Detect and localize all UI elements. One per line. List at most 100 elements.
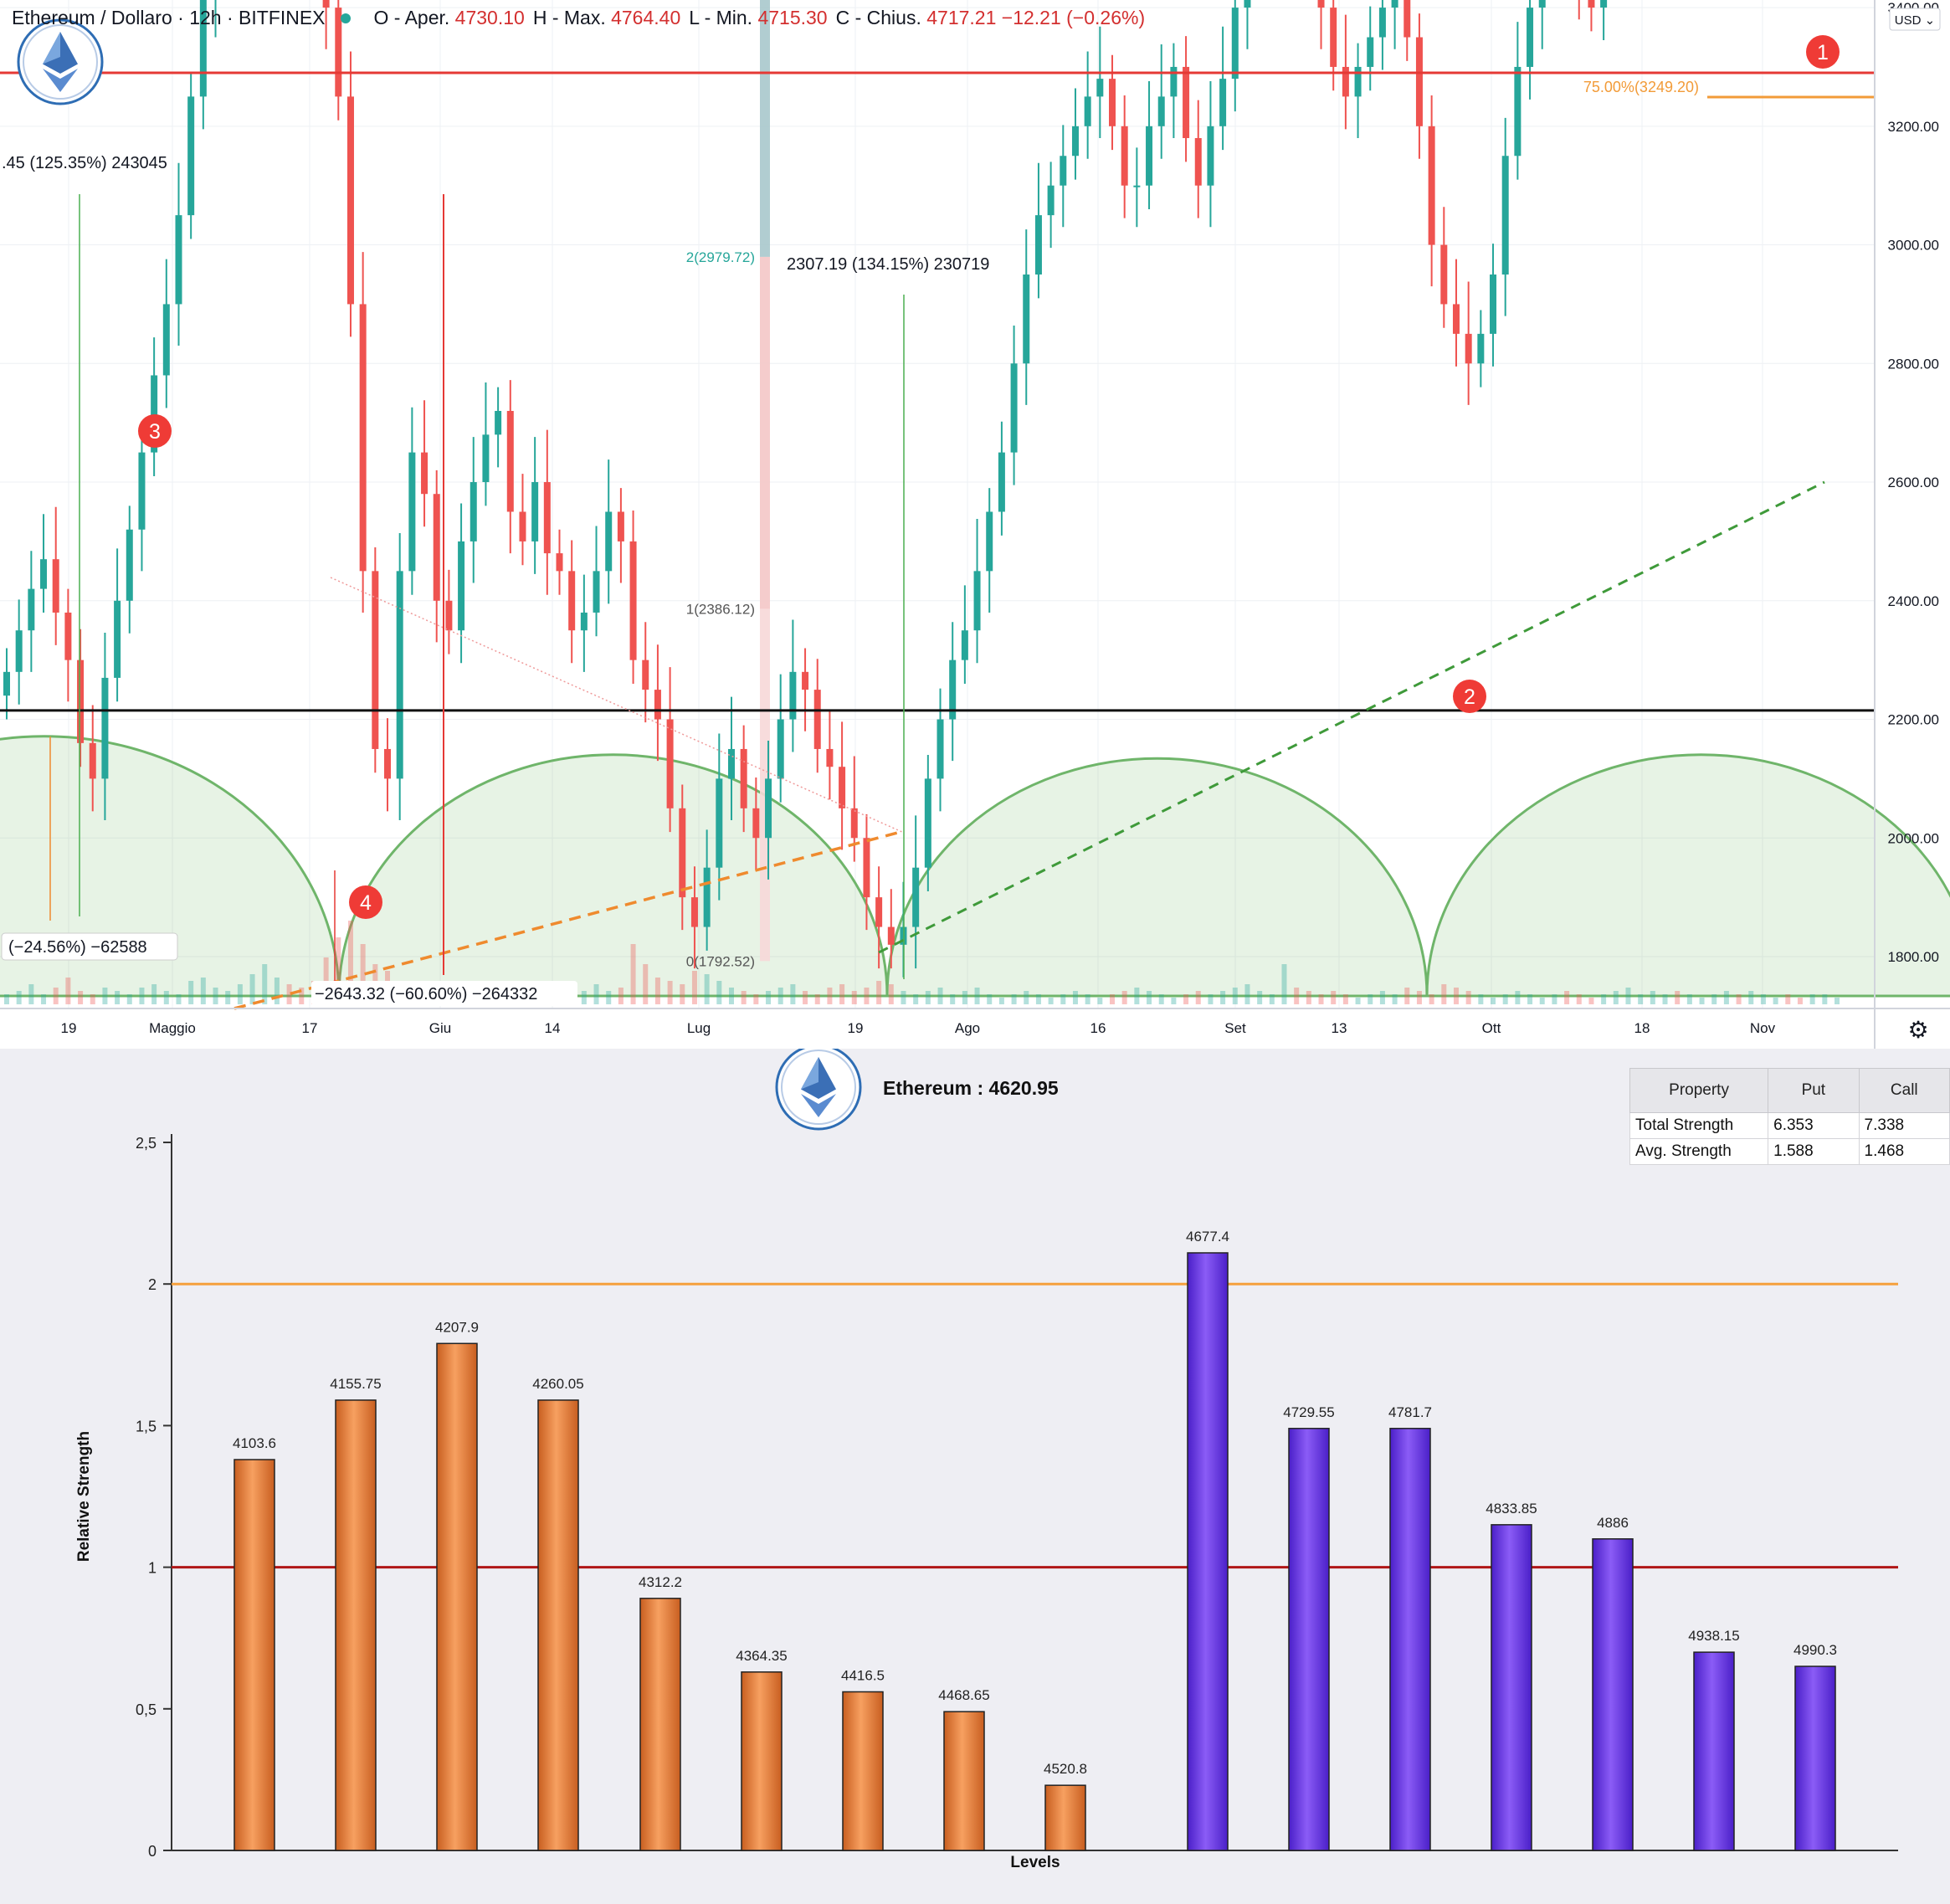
y-tick-label: 2,5 xyxy=(136,1135,157,1152)
cycle-arc xyxy=(1425,753,1950,998)
candle-body xyxy=(458,541,465,631)
y-axis-label: Relative Strength xyxy=(75,1431,93,1562)
volume-bar xyxy=(704,974,710,1004)
volume-bar xyxy=(1171,998,1177,1004)
measure-label: 2307.19 (134.15%) 230719 xyxy=(787,255,989,274)
volume-bar xyxy=(126,994,132,1004)
price-chart-canvas[interactable]: 5(4760.53)4(4166.92)3(3573.32)2(2979.72)… xyxy=(0,0,1950,1049)
candle-body xyxy=(1600,0,1608,8)
candle-body xyxy=(64,612,72,660)
candle-body xyxy=(1146,126,1153,186)
volume-bar xyxy=(1773,998,1778,1004)
fib-extension-bar: 5(4760.53)4(4166.92)3(3573.32)2(2979.72)… xyxy=(686,0,770,969)
candle-body xyxy=(445,600,453,631)
volume-bar xyxy=(274,978,280,1004)
candle-body xyxy=(138,452,146,530)
symbol-title[interactable]: Ethereum / Dollaro · 12h · BITFINEX xyxy=(12,7,326,28)
candle-body xyxy=(1477,333,1485,364)
volume-bar xyxy=(16,991,22,1004)
volume-bar xyxy=(1478,994,1484,1004)
bar-label: 4520.8 xyxy=(1044,1761,1087,1777)
strength-bar xyxy=(943,1711,985,1851)
bar-label: 4207.9 xyxy=(435,1319,479,1335)
candlesticks xyxy=(3,0,1608,978)
price-grid xyxy=(0,0,1875,1008)
candle-body xyxy=(1403,0,1411,38)
volume-bar xyxy=(1306,991,1311,1004)
y-tick-label: 2400.00 xyxy=(1888,593,1939,609)
volume-bar xyxy=(1110,994,1116,1004)
volume-bar xyxy=(827,988,833,1004)
table-header-property: Property xyxy=(1629,1068,1769,1113)
volume-bar xyxy=(176,994,182,1004)
candle-body xyxy=(1034,215,1042,275)
candle-body xyxy=(28,588,35,631)
low-value: 4715.30 xyxy=(757,7,828,28)
volume-bar xyxy=(1342,994,1348,1004)
bar-label: 4781.7 xyxy=(1388,1404,1432,1420)
cycle-arcs xyxy=(0,735,1950,998)
volume-bar xyxy=(803,991,808,1004)
volume-bar xyxy=(1294,988,1300,1004)
candle-body xyxy=(765,778,772,839)
strength-bar xyxy=(741,1671,783,1851)
volume-bar xyxy=(1809,994,1815,1004)
volume-bar xyxy=(1429,994,1434,1004)
marker-number: 3 xyxy=(149,420,161,444)
bar-label: 4260.05 xyxy=(532,1376,583,1392)
candle-body xyxy=(1219,79,1227,126)
candle-body xyxy=(1207,126,1214,186)
volume-bar xyxy=(1244,984,1250,1004)
volume-bar xyxy=(65,978,71,1004)
x-tick-label: 19 xyxy=(848,1020,864,1036)
candle-body xyxy=(949,659,957,720)
measure-label: .45 (125.35%) 243045 xyxy=(2,154,167,172)
bar-label: 4312.2 xyxy=(639,1574,682,1590)
marker-circle xyxy=(349,885,382,919)
volume-bar xyxy=(299,988,305,1004)
volume-bar xyxy=(1392,994,1398,1004)
bar-label: 4468.65 xyxy=(938,1687,989,1703)
bar-label: 4103.6 xyxy=(233,1435,276,1451)
price-annotations: .45 (125.35%) 243045 2307.19 (134.15%) 23… xyxy=(1,18,1840,1006)
strength-bars: 4103.6 4155.75 4207.9 4260.05 4312.2 4364.35 4… xyxy=(233,1049,1837,1851)
volume-bar xyxy=(606,991,612,1004)
ethereum-logo-facet xyxy=(43,32,60,64)
candle-body xyxy=(1133,185,1141,187)
y-tick-label: 1,5 xyxy=(136,1418,157,1434)
candle-body xyxy=(605,511,613,572)
candle-body xyxy=(1023,274,1030,364)
candle-body xyxy=(1527,8,1534,67)
candle-body xyxy=(15,630,23,672)
measure-label-box xyxy=(1,932,178,961)
volume-bar xyxy=(1404,988,1410,1004)
candle-body xyxy=(396,571,403,779)
candle-body xyxy=(850,808,858,839)
candle-body xyxy=(654,690,661,720)
volume-bar xyxy=(937,988,943,1004)
fib-extension-label: 2(2979.72) xyxy=(686,249,755,265)
market-status-dot xyxy=(340,13,351,23)
candle-body xyxy=(384,748,392,779)
candle-body xyxy=(593,571,600,613)
ethereum-logo-bottom-ring xyxy=(781,1050,856,1125)
candle-body xyxy=(973,571,981,631)
y-tick-label: 2200.00 xyxy=(1888,712,1939,728)
call-value: 1.468 xyxy=(1858,1138,1950,1165)
volume-bar xyxy=(974,988,980,1004)
candle-body xyxy=(912,867,920,927)
volume-bar xyxy=(987,994,993,1004)
candle-body xyxy=(1109,79,1116,126)
candle-body xyxy=(114,600,121,678)
candle-body xyxy=(863,838,870,898)
strength-bar xyxy=(1693,1651,1735,1851)
volume-bar xyxy=(1441,984,1447,1004)
measure-label: (−24.56%) −62588 xyxy=(8,938,147,957)
volume-bar xyxy=(839,984,845,1004)
volume-bar xyxy=(225,991,231,1004)
volume-bar xyxy=(78,991,84,1004)
row-label: Avg. Strength xyxy=(1629,1138,1769,1165)
candle-body xyxy=(789,671,797,720)
price-axes: 5000.004800.004600.004400.004200.004000.… xyxy=(0,0,1950,1049)
candle-body xyxy=(727,748,735,779)
